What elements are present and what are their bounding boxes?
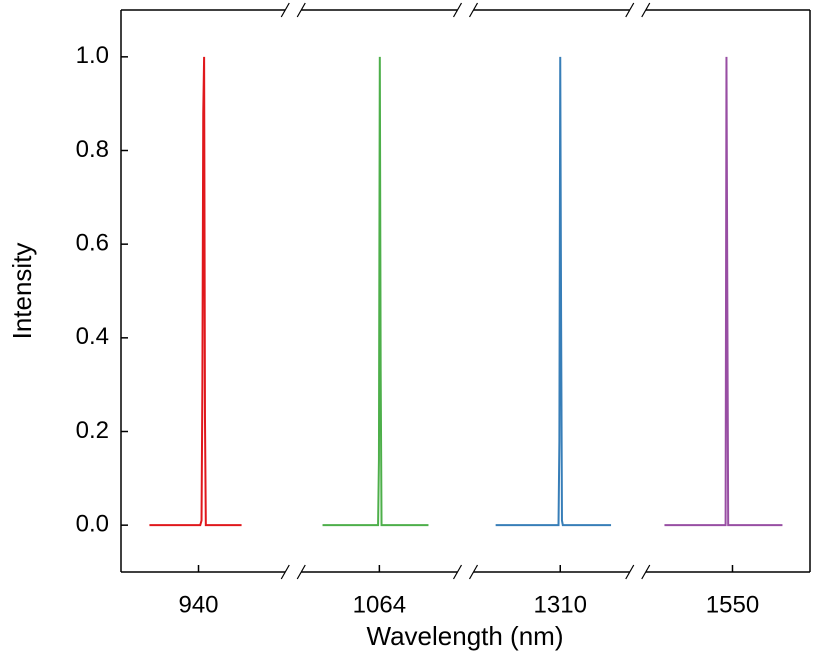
axis-break (641, 564, 651, 580)
x-axis-label: Wavelength (nm) (367, 621, 564, 651)
axis-break (296, 564, 306, 580)
x-tick-label: 1310 (534, 591, 587, 618)
axis-break (468, 564, 479, 580)
axis-break (625, 2, 635, 18)
y-tick-label: 1.0 (76, 42, 109, 69)
spectrum-line (495, 56, 612, 527)
y-tick-label: 0.0 (76, 511, 109, 538)
spectrum-line (664, 56, 783, 527)
y-axis-label: Intensity (7, 243, 37, 340)
axis-break (641, 2, 651, 18)
axis-break (452, 564, 463, 580)
x-tick-label: 1550 (706, 591, 759, 618)
axis-break (296, 2, 306, 18)
axis-break (452, 2, 463, 18)
axis-break (280, 2, 290, 18)
axis-break (280, 564, 290, 580)
spectrum-line (149, 56, 242, 527)
spectrum-line (322, 56, 429, 527)
y-tick-label: 0.6 (76, 230, 109, 257)
axis-break (625, 564, 635, 580)
y-tick-label: 0.8 (76, 136, 109, 163)
x-tick-label: 1064 (353, 591, 406, 618)
y-tick-label: 0.2 (76, 417, 109, 444)
x-tick-label: 940 (178, 591, 218, 618)
axis-break (468, 2, 479, 18)
y-tick-label: 0.4 (76, 323, 109, 350)
